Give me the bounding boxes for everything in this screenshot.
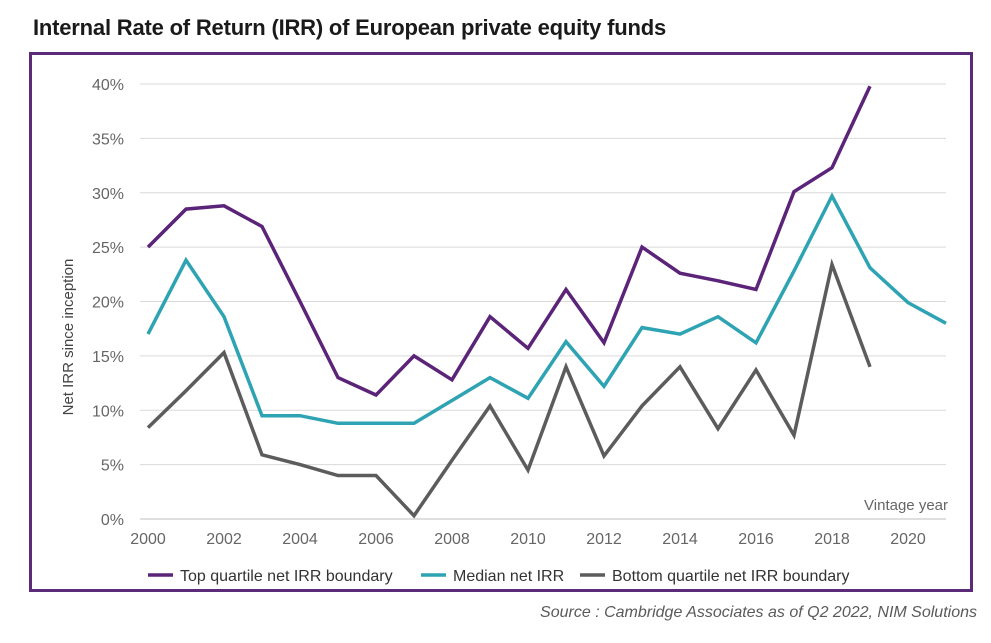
legend: Top quartile net IRR boundary Median net … (148, 568, 849, 585)
y-tick-label: 5% (101, 458, 124, 475)
y-tick-label: 25% (92, 240, 124, 257)
series-layer (146, 85, 947, 519)
y-tick-label: 40% (92, 77, 124, 94)
chart-frame (29, 52, 973, 592)
y-tick-label: 0% (101, 512, 124, 529)
legend-label-median: Median net IRR (453, 568, 564, 585)
y-tick-label: 30% (92, 186, 124, 203)
series-line-top (146, 85, 872, 398)
x-axis-label: Vintage year (864, 497, 948, 514)
x-tick-label: 2006 (358, 531, 394, 548)
series-line-median (146, 192, 947, 426)
chart-title: Internal Rate of Return (IRR) of Europea… (33, 15, 666, 40)
x-tick-label: 2012 (586, 531, 622, 548)
x-tick-label: 2002 (206, 531, 242, 548)
legend-label-top: Top quartile net IRR boundary (180, 568, 393, 585)
x-tick-label: 2018 (814, 531, 850, 548)
x-tick-label: 2000 (130, 531, 166, 548)
x-tick-label: 2008 (434, 531, 470, 548)
x-tick-label: 2010 (510, 531, 546, 548)
y-tick-layer: 0% 5% 10% 15% 20% 25% 30% 35% 40% (92, 77, 124, 529)
source-note: Source : Cambridge Associates as of Q2 2… (540, 604, 977, 621)
y-tick-label: 15% (92, 349, 124, 366)
x-tick-layer: 2000 2002 2004 2006 2008 2010 2012 2014 2016 2018… (130, 531, 926, 548)
legend-label-bottom: Bottom quartile net IRR boundary (612, 568, 849, 585)
x-tick-label: 2016 (738, 531, 774, 548)
x-tick-label: 2004 (282, 531, 318, 548)
y-tick-label: 35% (92, 131, 124, 148)
y-axis-label: Net IRR since inception (60, 259, 77, 416)
line-chart: 0%5%10%15%20%25%30%35%40% 2000 2002 2004 20… (60, 77, 948, 585)
series-line-bottom (146, 258, 872, 519)
grid-layer (140, 83, 946, 520)
y-tick-label: 20% (92, 295, 124, 312)
x-tick-label: 2020 (890, 531, 926, 548)
x-tick-label: 2014 (662, 531, 698, 548)
y-tick-label: 10% (92, 403, 124, 420)
